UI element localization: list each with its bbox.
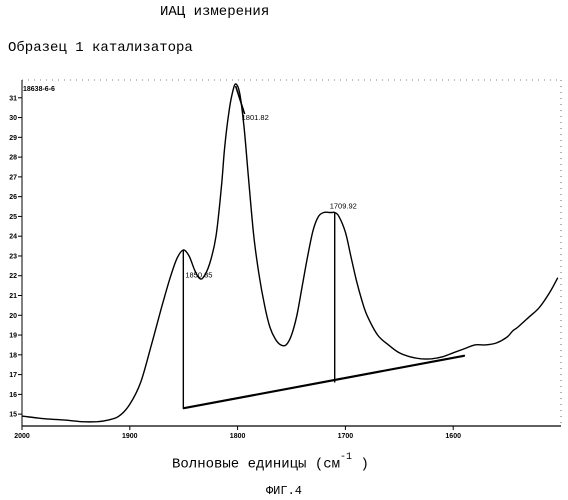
ir-spectrum-chart: 18638-6-6 15 16 17 18 19 20 21 22 23 24 25 26 27 28 29… [0,70,568,450]
y-tick-label: 21 [9,293,17,300]
x-tick-label: 1700 [338,433,354,440]
y-tick-label: 22 [9,273,17,280]
x-tick-label: 1600 [445,433,461,440]
y-tick-label: 25 [9,214,17,221]
page-heading: ИАЦ измерения [160,4,269,20]
peak-annotations: 1850.35 1801.82 1709.92 [183,86,357,408]
y-axis-ticks: 15 16 17 18 19 20 21 22 23 24 25 26 27 28 29 30 31 [9,95,22,418]
y-tick-label: 26 [9,194,17,201]
spectrum-series-line [22,84,558,422]
x-axis-title-exponent: -1 [340,452,352,463]
y-tick-label: 31 [9,95,17,102]
y-tick-label: 19 [9,333,17,340]
y-tick-label: 24 [9,234,17,241]
spectrum-id-label: 18638-6-6 [23,86,55,93]
figure-label: ФИГ.4 [0,484,568,498]
plot-frame [22,80,561,426]
x-axis-title-main: Волновые единицы (см [172,457,340,473]
y-tick-label: 16 [9,392,17,399]
peak-tick [236,86,245,114]
sample-label: Образец 1 катализатора [8,40,193,56]
y-tick-label: 27 [9,174,17,181]
peak-label: 1801.82 [242,113,269,122]
x-axis-title-end: ) [352,457,369,473]
y-tick-label: 15 [9,412,17,419]
peak-label: 1850.35 [185,271,212,280]
x-tick-label: 1900 [122,433,138,440]
y-tick-label: 28 [9,155,17,162]
y-tick-label: 23 [9,253,17,260]
y-tick-label: 29 [9,135,17,142]
y-tick-label: 17 [9,372,17,379]
x-tick-label: 1800 [230,433,246,440]
y-tick-label: 18 [9,352,17,359]
y-tick-label: 20 [9,313,17,320]
x-tick-label: 2000 [14,433,30,440]
baseline-line [184,356,464,408]
x-axis-ticks: 2000 1900 1800 1700 1600 [14,426,461,440]
y-tick-label: 30 [9,115,17,122]
x-axis-title: Волновые единицы (см-1 ) [172,455,369,473]
peak-label: 1709.92 [330,201,357,210]
